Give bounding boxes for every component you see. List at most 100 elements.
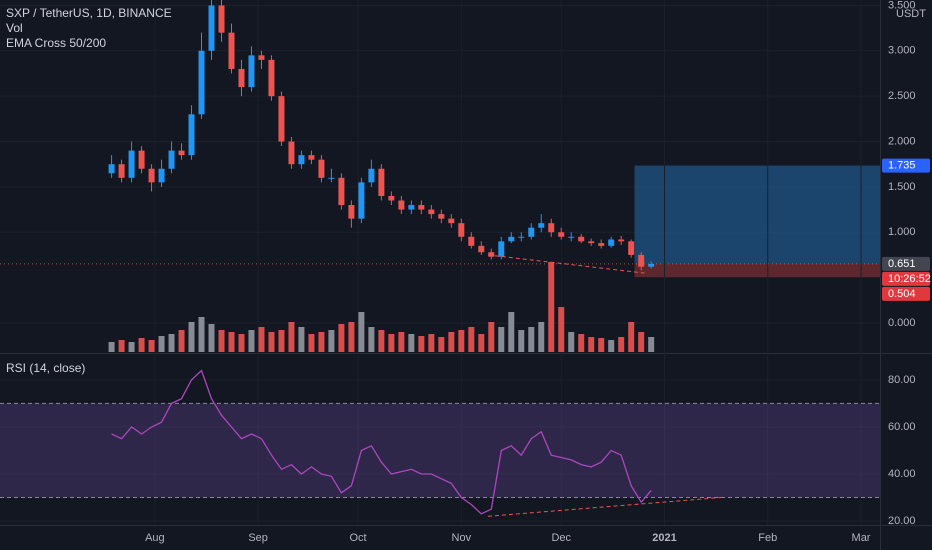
candle-body [458, 223, 465, 237]
candle-body [628, 241, 635, 255]
last-price-label-bg [882, 256, 930, 271]
volume-bar [338, 324, 345, 352]
volume-bar [598, 338, 605, 352]
currency-label: USDT [896, 8, 926, 20]
y-tick-label: 20.00 [888, 515, 916, 527]
y-tick-label: 0.000 [888, 317, 916, 329]
volume-bar [308, 334, 315, 352]
candle-body [568, 236, 575, 238]
rsi-band [0, 403, 880, 498]
volume-bar [118, 340, 125, 352]
y-tick-label: 3.000 [888, 45, 916, 57]
volume-bar [178, 330, 185, 352]
trendline [487, 254, 645, 274]
candle-body [148, 168, 155, 183]
candle-body [288, 141, 295, 165]
candle-body [638, 254, 645, 267]
candle-body [588, 241, 595, 244]
volume-bar [528, 327, 535, 352]
candle-body [128, 150, 135, 178]
volume-bar [498, 327, 505, 352]
countdown-label-bg [882, 271, 930, 286]
volume-bar [438, 337, 445, 352]
volume-bar [448, 332, 455, 352]
candle-body [228, 32, 235, 69]
volume-bar [168, 334, 175, 352]
candle-body [398, 200, 405, 210]
volume-bar [508, 312, 515, 352]
volume-bar [248, 330, 255, 352]
volume-bar [588, 337, 595, 352]
candle-body [448, 218, 455, 224]
volume-bar [128, 342, 135, 352]
candle-body [518, 236, 525, 238]
candle-body [318, 159, 325, 178]
stop-price-label: 0.504 [888, 288, 916, 300]
y-tick-label: 80.00 [888, 374, 916, 386]
target-price-label-bg [882, 158, 930, 173]
candle-body [408, 205, 415, 210]
candle-body [328, 177, 335, 179]
candle-body [528, 227, 535, 237]
volume-bar [638, 332, 645, 352]
rsi-line [111, 369, 652, 515]
candle-body [468, 236, 475, 246]
candle-body [118, 164, 125, 178]
candle-body [108, 164, 115, 174]
candle-body [158, 168, 165, 183]
y-tick-label: 1.000 [888, 226, 916, 238]
volume-bar [538, 322, 545, 352]
volume-bar [198, 317, 205, 352]
candle-body [248, 55, 255, 88]
countdown-label: 10:26:52 [888, 273, 931, 285]
candle-body [388, 195, 395, 201]
volume-bar [298, 327, 305, 352]
y-tick-label: 3.500 [888, 0, 916, 11]
x-tick-label: Mar [852, 532, 871, 544]
candle-body [648, 264, 655, 267]
candle-body [178, 150, 185, 156]
candle-body [138, 150, 145, 169]
volume-bar [348, 322, 355, 352]
volume-bar [418, 336, 425, 352]
candle-body [418, 205, 425, 210]
indicator-label: EMA Cross 50/200 [6, 36, 106, 50]
volume-bar [378, 330, 385, 352]
candle-body [308, 155, 315, 160]
candle-body [218, 5, 225, 33]
volume-bar [238, 334, 245, 352]
symbol-title: SXP / TetherUS, 1D, BINANCE [6, 6, 172, 20]
candle-body [558, 232, 565, 237]
volume-bar [578, 334, 585, 352]
volume-bar [518, 330, 525, 352]
candle-body [278, 96, 285, 142]
candle-body [208, 5, 215, 51]
volume-bar [158, 336, 165, 352]
candle-body [368, 168, 375, 183]
candle-body [348, 205, 355, 219]
volume-bar [558, 307, 565, 352]
x-tick-label: Sep [248, 532, 268, 544]
candle-body [578, 236, 585, 242]
candle-body [338, 177, 345, 206]
stop-zone [634, 263, 880, 278]
candle-body [378, 168, 385, 196]
candle-body [198, 50, 205, 115]
volume-bar [288, 322, 295, 352]
stop-price-label-bg [882, 286, 930, 301]
candle-body [428, 209, 435, 215]
volume-bar [488, 322, 495, 352]
candle-body [268, 59, 275, 97]
volume-bar [208, 324, 215, 352]
candle-body [358, 182, 365, 219]
volume-bar [388, 334, 395, 352]
volume-bar [458, 330, 465, 352]
candle-body [238, 68, 245, 88]
x-tick-label: 2021 [652, 532, 676, 544]
volume-bar [468, 327, 475, 352]
volume-bar [648, 337, 655, 352]
y-tick-label: 2.500 [888, 90, 916, 102]
volume-bar [618, 337, 625, 352]
volume-bar [148, 340, 155, 352]
candle-body [488, 252, 495, 257]
